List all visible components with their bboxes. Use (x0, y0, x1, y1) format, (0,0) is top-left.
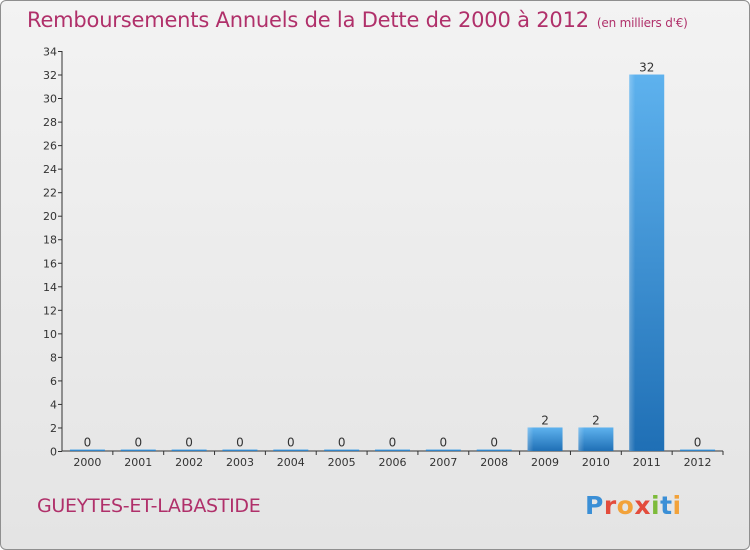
y-tick-label: 12 (43, 304, 57, 317)
y-tick-label: 22 (43, 187, 57, 200)
y-tick-label: 16 (43, 257, 57, 270)
proxiti-logo[interactable]: Proxiti (585, 491, 682, 520)
x-tick-label: 2003 (226, 456, 254, 469)
data-label: 32 (639, 61, 654, 75)
chart-title: Remboursements Annuels de la Dette de 20… (27, 8, 688, 32)
y-tick-label: 4 (50, 398, 57, 411)
y-tick-label: 24 (43, 163, 57, 176)
data-label: 0 (389, 436, 397, 450)
data-label: 0 (236, 436, 244, 450)
x-tick-label: 2005 (328, 456, 356, 469)
x-tick-label: 2011 (633, 456, 661, 469)
bar (273, 449, 309, 451)
bar (425, 449, 461, 451)
y-tick-label: 30 (43, 93, 57, 106)
bar (578, 427, 614, 451)
chart-title-text: Remboursements Annuels de la Dette de 20… (27, 8, 589, 32)
x-tick-label: 2009 (531, 456, 559, 469)
y-tick-label: 8 (50, 351, 57, 364)
x-tick-label: 2004 (277, 456, 305, 469)
y-tick-label: 6 (50, 375, 57, 388)
bar-highlight (629, 74, 636, 451)
data-labels: 0 0 0 0 0 0 0 0 0 2 2 32 0 (84, 61, 702, 450)
data-label: 0 (694, 436, 702, 450)
bar (120, 449, 156, 451)
data-label: 0 (134, 436, 142, 450)
data-label: 0 (338, 436, 346, 450)
commune-name: GUEYTES-ET-LABASTIDE (37, 495, 261, 517)
y-tick-label: 0 (50, 446, 57, 459)
y-tick-label: 32 (43, 69, 57, 82)
bar (171, 449, 207, 451)
data-label: 2 (592, 413, 600, 427)
data-label: 0 (185, 436, 193, 450)
bar (69, 449, 105, 451)
bar-highlight (527, 427, 534, 451)
data-label: 0 (84, 436, 92, 450)
x-axis: 2000 2001 2002 2003 2004 2005 2006 2007 2008 2009… (62, 450, 724, 469)
x-tick-label: 2000 (73, 456, 101, 469)
y-tick-label: 28 (43, 116, 57, 129)
bar-highlight (578, 427, 585, 451)
x-tick-label: 2001 (124, 456, 152, 469)
data-label: 0 (440, 436, 448, 450)
y-tick-label: 14 (43, 281, 57, 294)
bar (222, 449, 258, 451)
y-tick-label: 2 (50, 422, 57, 435)
y-tick-label: 18 (43, 234, 57, 247)
y-tick-label: 34 (43, 46, 57, 59)
x-tick-label: 2006 (379, 456, 407, 469)
chart-unit: (en milliers d'€) (596, 16, 688, 30)
bar (324, 449, 360, 451)
bar (680, 449, 716, 451)
bar (527, 427, 563, 451)
x-tick-label: 2010 (582, 456, 610, 469)
data-label: 0 (490, 436, 498, 450)
y-tick-label: 10 (43, 328, 57, 341)
bar (375, 449, 410, 451)
x-tick-label: 2002 (175, 456, 203, 469)
data-label: 2 (541, 413, 549, 427)
x-tick-label: 2012 (684, 456, 712, 469)
x-tick-label: 2008 (480, 456, 508, 469)
y-tick-label: 20 (43, 210, 57, 223)
x-tick-label: 2007 (429, 456, 457, 469)
y-tick-label: 26 (43, 140, 57, 153)
data-label: 0 (287, 436, 295, 450)
bars (69, 74, 716, 451)
bar (476, 449, 512, 451)
